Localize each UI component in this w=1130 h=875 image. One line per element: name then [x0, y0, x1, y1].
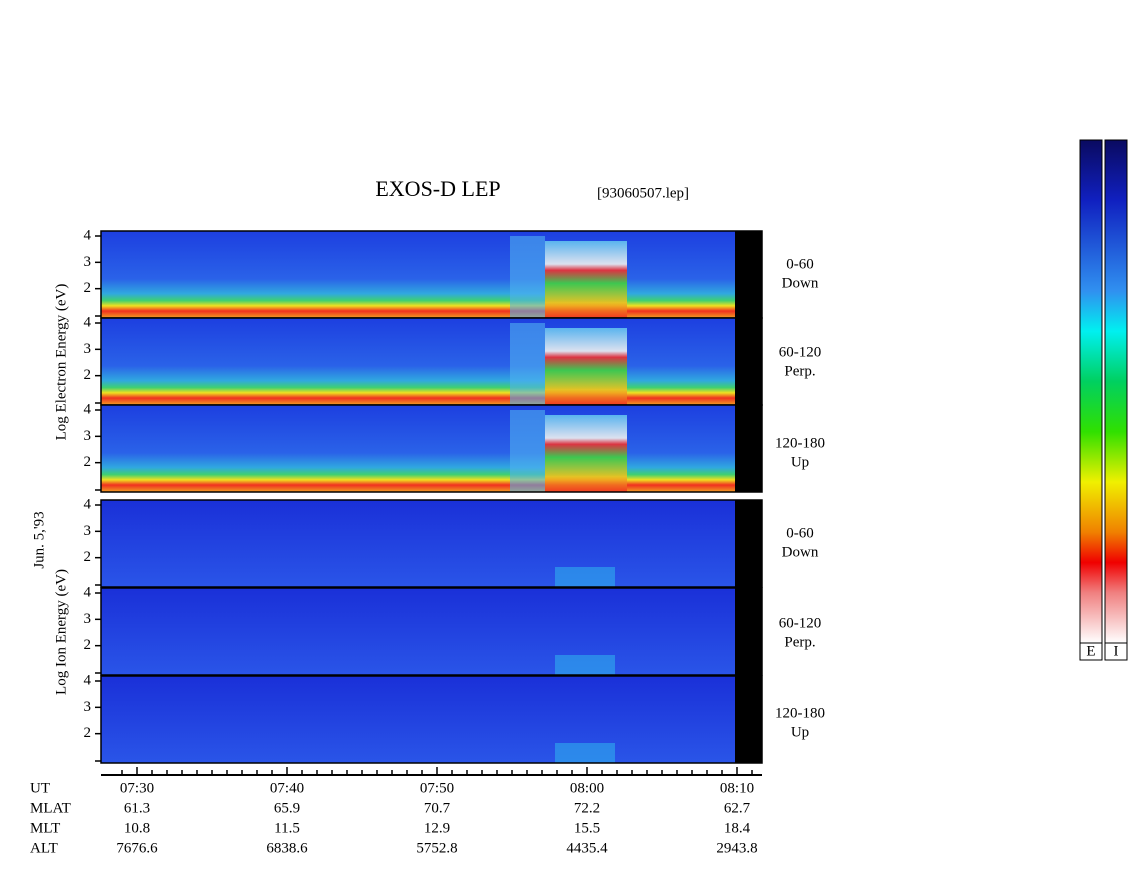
y-tick-label: 3	[84, 428, 92, 444]
spectrogram-feature	[555, 567, 615, 587]
spectrogram-feature	[510, 236, 545, 318]
pitch-angle-range: 60-120	[779, 615, 822, 631]
data-gap	[735, 405, 762, 492]
y-tick-label: 3	[84, 699, 92, 715]
pitch-angle-range: 120-180	[775, 435, 825, 451]
data-gap	[735, 588, 762, 675]
panel-frame	[100, 499, 763, 588]
y-tick-label: 2	[84, 725, 92, 741]
row-label: ALT	[30, 840, 58, 856]
row-value: 18.4	[724, 820, 751, 836]
spectrogram-panel	[101, 588, 735, 675]
row-value: 08:10	[720, 780, 754, 796]
row-value: 6838.6	[266, 840, 308, 856]
spectrogram-panel	[101, 676, 735, 763]
pitch-angle-direction: Down	[782, 544, 819, 560]
y-tick-label: 3	[84, 341, 92, 357]
colorbar-label: I	[1114, 643, 1119, 659]
pitch-angle-range: 0-60	[786, 256, 814, 272]
pitch-angle-direction: Up	[791, 454, 809, 470]
spectrogram-feature	[545, 415, 627, 492]
row-value: 07:30	[120, 780, 154, 796]
spectrogram-panel	[101, 318, 735, 405]
pitch-angle-range: 0-60	[786, 525, 814, 541]
spectrogram-feature	[555, 655, 615, 675]
row-value: 08:00	[570, 780, 604, 796]
row-value: 5752.8	[416, 840, 457, 856]
y-tick-label: 4	[84, 584, 92, 600]
spectrogram-feature	[510, 323, 545, 405]
colorbar-electron	[1079, 139, 1103, 644]
data-gap	[735, 500, 762, 587]
data-gap	[735, 318, 762, 405]
row-value: 7676.6	[116, 840, 158, 856]
row-value: 07:50	[420, 780, 454, 796]
spectrogram-feature	[555, 743, 615, 763]
data-gap	[735, 676, 762, 763]
y-tick-label: 2	[84, 367, 92, 383]
row-value: 07:40	[270, 780, 304, 796]
row-value: 61.3	[124, 800, 150, 816]
colorbar-ion	[1104, 139, 1128, 644]
panel-frame	[100, 675, 763, 764]
pitch-angle-range: 60-120	[779, 344, 822, 360]
row-label: MLAT	[30, 800, 71, 816]
spectrogram-panel	[101, 405, 735, 492]
spectrogram-panel	[101, 500, 735, 587]
colorbar-label-box	[1079, 642, 1103, 661]
y-tick-label: 4	[84, 227, 92, 243]
pitch-angle-direction: Perp.	[784, 363, 815, 379]
y-tick-label: 3	[84, 254, 92, 270]
pitch-angle-range: 120-180	[775, 705, 825, 721]
row-value: 10.8	[124, 820, 150, 836]
row-value: 72.2	[574, 800, 600, 816]
file-name: [93060507.lep]	[597, 185, 689, 201]
time-axis-labels: UT 07:30 07:40 07:50 08:00 08:10 MLAT 61.3 65.9 7…	[30, 767, 758, 856]
spectrogram-panel	[101, 231, 735, 318]
y-tick-label: 4	[84, 672, 92, 688]
spectrogram-feature	[510, 410, 545, 492]
y-tick-label: 2	[84, 454, 92, 470]
colorbar-label-box	[1104, 642, 1128, 661]
pitch-angle-direction: Perp.	[784, 634, 815, 650]
panel-frame	[100, 587, 763, 676]
y-tick-label: 2	[84, 549, 92, 565]
panels: 2 3 4 0-60 Down 2 3 4 60-120 Perp. 2 3 4 120-180 Up 2 3 4…	[84, 227, 825, 764]
row-value: 65.9	[274, 800, 300, 816]
row-value: 2943.8	[716, 840, 757, 856]
spectrogram-feature	[545, 241, 627, 318]
panel-frame	[100, 404, 763, 493]
row-value: 4435.4	[566, 840, 608, 856]
y-tick-label: 2	[84, 637, 92, 653]
row-label: MLT	[30, 820, 60, 836]
pitch-angle-direction: Up	[791, 724, 809, 740]
date-label: Jun. 5,'93	[31, 511, 47, 568]
pitch-angle-direction: Down	[782, 275, 819, 291]
row-label: UT	[30, 780, 50, 796]
row-value: 62.7	[724, 800, 751, 816]
data-gap	[735, 231, 762, 318]
y-tick-label: 2	[84, 280, 92, 296]
y-tick-label: 4	[84, 496, 92, 512]
ion-axis-label: Log Ion Energy (eV)	[53, 569, 69, 695]
y-tick-label: 4	[84, 401, 92, 417]
y-tick-label: 3	[84, 523, 92, 539]
electron-axis-label: Log Electron Energy (eV)	[53, 284, 69, 441]
row-value: 11.5	[274, 820, 300, 836]
title: EXOS-D LEP	[375, 176, 500, 201]
row-value: 70.7	[424, 800, 451, 816]
spectrogram-feature	[545, 328, 627, 405]
row-value: 15.5	[574, 820, 600, 836]
y-tick-label: 4	[84, 314, 92, 330]
colorbar-label: E	[1086, 643, 1095, 659]
y-tick-label: 3	[84, 611, 92, 627]
row-value: 12.9	[424, 820, 450, 836]
